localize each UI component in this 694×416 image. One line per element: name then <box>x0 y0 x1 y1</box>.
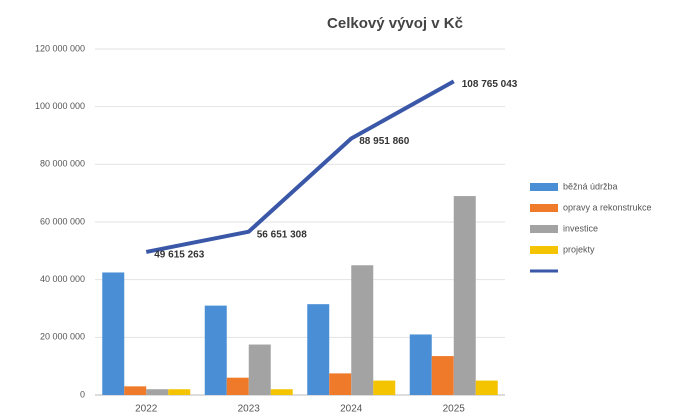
bar <box>102 272 125 395</box>
data-label: 49 615 263 <box>154 250 204 261</box>
bar <box>431 356 454 395</box>
y-tick-label: 120 000 000 <box>35 43 85 53</box>
y-tick-label: 20 000 000 <box>40 332 85 342</box>
legend-swatch <box>530 183 558 191</box>
bar <box>226 377 249 395</box>
bar <box>329 373 352 395</box>
data-label: 108 765 043 <box>462 79 518 90</box>
bar <box>307 304 330 395</box>
bar <box>146 389 169 395</box>
data-label: 88 951 860 <box>359 136 409 147</box>
x-tick-label: 2022 <box>135 404 158 415</box>
bar <box>248 344 271 395</box>
legend-swatch <box>530 246 558 254</box>
legend-label: investice <box>563 223 598 233</box>
bar <box>168 389 191 395</box>
bar <box>475 380 498 395</box>
x-tick-label: 2024 <box>340 404 363 415</box>
bar <box>453 196 476 395</box>
bar <box>409 334 432 395</box>
y-tick-label: 100 000 000 <box>35 101 85 111</box>
bar <box>204 305 227 395</box>
bar <box>351 265 374 395</box>
legend-label: opravy a rekonstrukce <box>563 202 652 212</box>
bar <box>270 389 293 395</box>
data-label: 56 651 308 <box>257 229 307 240</box>
y-tick-label: 0 <box>80 389 85 399</box>
bar <box>124 386 147 395</box>
chart-title: Celkový vývoj v Kč <box>327 15 463 32</box>
x-tick-label: 2023 <box>238 404 261 415</box>
y-tick-label: 80 000 000 <box>40 159 85 169</box>
y-tick-label: 60 000 000 <box>40 216 85 226</box>
legend-label: běžná údržba <box>563 181 618 191</box>
x-tick-label: 2025 <box>443 404 466 415</box>
line <box>145 79 455 254</box>
legend-swatch <box>530 204 558 212</box>
bar <box>373 380 396 395</box>
legend-label: projekty <box>563 244 595 254</box>
legend-swatch <box>530 225 558 233</box>
y-tick-label: 40 000 000 <box>40 274 85 284</box>
